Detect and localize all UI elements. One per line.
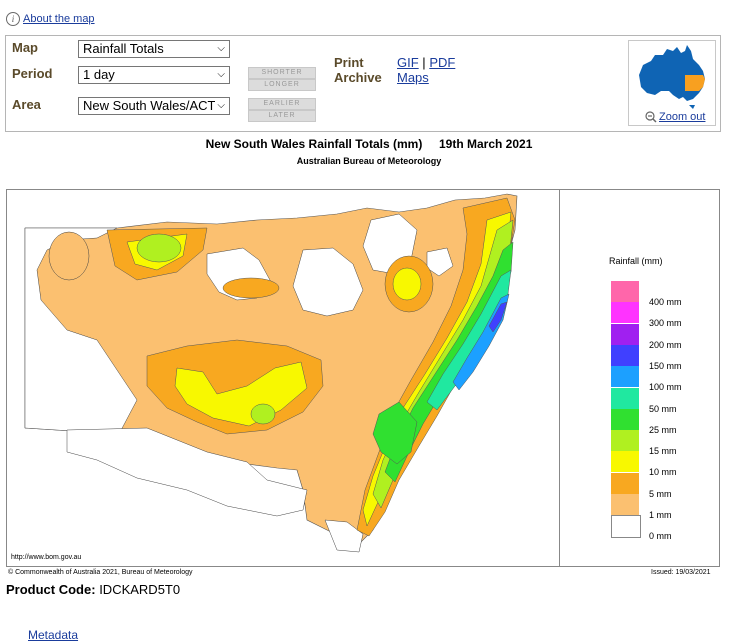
legend-swatch xyxy=(611,323,639,345)
area-select[interactable]: New South Wales/ACT ⌵ xyxy=(78,97,230,115)
period-label: Period xyxy=(12,66,53,81)
print-links: GIF | PDF xyxy=(397,55,455,70)
bom-url: http://www.bom.gov.au xyxy=(11,554,82,561)
legend-label: 100 mm xyxy=(649,382,682,393)
copyright-text: © Commonwealth of Australia 2021, Bureau… xyxy=(8,569,193,576)
print-label: Print xyxy=(334,55,364,70)
maps-link[interactable]: Maps xyxy=(397,70,429,85)
shorter-button[interactable]: SHORTER xyxy=(248,67,316,79)
legend-title: Rainfall (mm) xyxy=(609,256,663,266)
map-select[interactable]: Rainfall Totals ⌵ xyxy=(78,40,230,58)
chevron-down-icon: ⌵ xyxy=(217,69,225,80)
legend-label: 300 mm xyxy=(649,318,682,329)
link-separator: | xyxy=(422,55,426,70)
about-map-text[interactable]: About the map xyxy=(23,13,95,25)
longer-button[interactable]: LONGER xyxy=(248,79,316,91)
legend-swatch xyxy=(611,366,639,388)
legend-swatch xyxy=(611,494,639,515)
legend-swatch xyxy=(611,472,639,494)
legend-label: 400 mm xyxy=(649,297,682,307)
zoom-out-link[interactable]: Zoom out xyxy=(645,111,705,123)
later-button[interactable]: LATER xyxy=(248,110,316,122)
metadata-link[interactable]: Metadata xyxy=(28,628,79,642)
magnifier-icon xyxy=(645,111,657,123)
product-code-value: IDCKARD5T0 xyxy=(99,582,181,597)
legend-swatch xyxy=(611,515,641,539)
area-select-value: New South Wales/ACT xyxy=(83,98,216,113)
australia-mini-map[interactable]: Zoom out xyxy=(628,40,716,126)
map-subtitle: Australian Bureau of Meteorology xyxy=(296,156,442,166)
legend-label: 10 mm xyxy=(649,467,677,478)
about-map-link[interactable]: i About the map xyxy=(6,12,95,26)
legend-label: 25 mm xyxy=(649,424,677,435)
legend-label: 0 mm xyxy=(649,531,672,542)
rainfall-map-frame: http://www.bom.gov.au Rainfall (mm) 400 … xyxy=(6,189,720,567)
earlier-button[interactable]: EARLIER xyxy=(248,98,316,110)
legend-swatch xyxy=(611,408,639,430)
info-icon: i xyxy=(6,12,20,26)
legend-swatch xyxy=(611,281,639,302)
legend-label: 5 mm xyxy=(649,488,672,499)
australia-outline xyxy=(639,45,705,109)
issued-date: Issued: 19/03/2021 xyxy=(651,569,711,576)
period-select[interactable]: 1 day ⌵ xyxy=(78,66,230,84)
period-select-value: 1 day xyxy=(83,67,115,82)
rainfall-legend: Rainfall (mm) 400 mm 300 mm 200 mm 150 mm 10… xyxy=(565,190,719,566)
product-code: Product Code: IDCKARD5T0 xyxy=(6,582,180,597)
control-panel: Map Rainfall Totals ⌵ Period 1 day ⌵ Are… xyxy=(5,35,721,132)
map-select-value: Rainfall Totals xyxy=(83,41,164,56)
gif-link[interactable]: GIF xyxy=(397,55,419,70)
nsw-rainfall-map-graphic xyxy=(24,193,518,553)
legend-swatch xyxy=(611,387,639,409)
map-label: Map xyxy=(12,40,38,55)
legend-swatch xyxy=(611,430,639,452)
zoom-out-text[interactable]: Zoom out xyxy=(659,111,706,123)
area-label: Area xyxy=(12,97,41,112)
archive-links: Maps xyxy=(397,70,429,85)
pdf-link[interactable]: PDF xyxy=(429,55,456,70)
legend-label: 200 mm xyxy=(649,339,682,350)
chevron-down-icon: ⌵ xyxy=(217,43,225,54)
legend-label: 50 mm xyxy=(649,403,677,414)
product-code-label: Product Code: xyxy=(6,582,96,597)
chevron-down-icon: ⌵ xyxy=(217,100,225,111)
map-title: New South Wales Rainfall Totals (mm) 19t… xyxy=(205,137,533,151)
legend-label: 1 mm xyxy=(649,510,672,520)
archive-label: Archive xyxy=(334,70,382,85)
legend-label: 150 mm xyxy=(649,360,682,371)
legend-label: 15 mm xyxy=(649,446,677,457)
rainfall-map[interactable]: http://www.bom.gov.au xyxy=(7,190,560,566)
legend-swatch xyxy=(611,451,639,473)
legend-swatch xyxy=(611,302,639,324)
legend-swatch xyxy=(611,344,639,366)
